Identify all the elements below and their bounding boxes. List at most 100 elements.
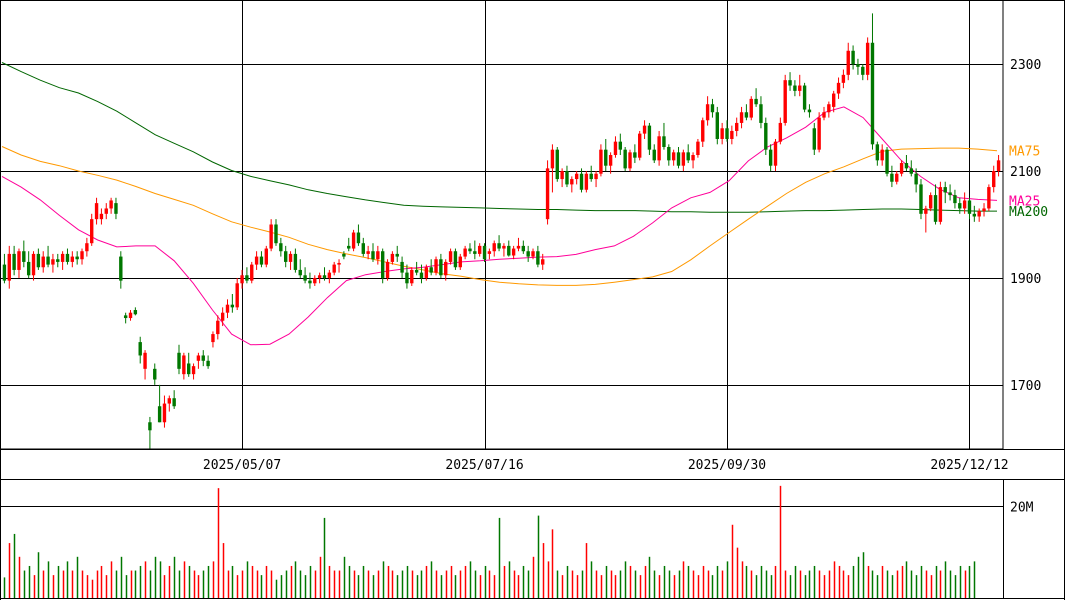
candle-body xyxy=(521,245,526,252)
candle-body xyxy=(895,173,899,182)
candle xyxy=(424,264,429,281)
candle-body xyxy=(841,74,846,83)
candle xyxy=(536,245,540,268)
candle xyxy=(366,245,370,260)
candle-body xyxy=(410,269,414,284)
candle-body xyxy=(798,85,802,91)
candle xyxy=(269,219,273,252)
candle xyxy=(880,144,884,166)
candle-body xyxy=(579,173,584,190)
candle-body xyxy=(967,200,972,214)
moving-average-lines xyxy=(1,62,998,346)
candle xyxy=(361,237,365,257)
price-tick-label: 1700 xyxy=(1010,379,1041,394)
candle-body xyxy=(919,184,923,214)
candle-body xyxy=(245,275,249,281)
candle-body xyxy=(875,144,880,161)
candle-body xyxy=(390,253,395,262)
candle-body xyxy=(812,128,816,150)
candle-body xyxy=(254,256,259,265)
candle xyxy=(696,138,700,158)
candle xyxy=(783,74,787,126)
candle xyxy=(104,203,108,220)
candle xyxy=(565,165,569,188)
candle-body xyxy=(633,152,637,158)
candle-body xyxy=(22,251,26,262)
candle xyxy=(938,181,943,225)
candle xyxy=(720,122,724,145)
candle xyxy=(90,213,94,246)
candle xyxy=(768,144,773,172)
candle xyxy=(589,165,593,182)
candle-body xyxy=(303,275,307,281)
candle xyxy=(788,72,792,91)
ma75-line xyxy=(1,146,998,286)
candle xyxy=(337,259,341,273)
candle xyxy=(541,253,545,270)
candle-body xyxy=(162,403,167,423)
candle-body xyxy=(128,312,133,319)
candle-body xyxy=(46,256,50,265)
candle-body xyxy=(992,171,996,188)
candle xyxy=(230,293,235,313)
candle xyxy=(827,101,831,118)
candle xyxy=(60,251,65,270)
candle-body xyxy=(26,261,31,276)
candle xyxy=(749,96,753,121)
candle-body xyxy=(201,355,205,361)
candle xyxy=(953,189,957,209)
candle xyxy=(778,117,783,145)
candle xyxy=(332,261,336,276)
legend-ma75: MA75 xyxy=(1009,145,1040,160)
candle-body xyxy=(41,256,45,268)
candle-body xyxy=(70,256,75,262)
candle-body xyxy=(90,219,94,244)
candle-body xyxy=(7,253,11,281)
ma25-line xyxy=(1,106,998,346)
candle-body xyxy=(996,160,1001,172)
candle-body xyxy=(599,149,603,174)
candle-body xyxy=(492,243,496,252)
candle-body xyxy=(865,42,870,75)
candle-body xyxy=(856,64,860,67)
candle xyxy=(686,144,690,164)
candle-body xyxy=(647,125,652,150)
candle-body xyxy=(216,320,220,335)
candle-body xyxy=(17,251,21,270)
candle xyxy=(220,307,225,327)
candle-body xyxy=(802,85,807,110)
candle-body xyxy=(351,232,356,249)
candle xyxy=(448,248,453,265)
candle-body xyxy=(560,171,564,180)
candle xyxy=(511,245,516,260)
candle-body xyxy=(972,213,977,217)
candle-body xyxy=(327,272,332,278)
candle-body xyxy=(94,203,99,220)
candle xyxy=(982,203,986,217)
candle-body xyxy=(143,352,147,369)
candle-body xyxy=(696,141,700,156)
candle xyxy=(492,240,496,257)
candle-body xyxy=(846,50,850,75)
candle-body xyxy=(235,283,239,308)
candle xyxy=(861,64,865,81)
price-axis-ticks: 2300 2100 1900 1700 xyxy=(1010,58,1041,394)
candle-body xyxy=(735,122,739,131)
candle-body xyxy=(962,200,967,209)
candle-body xyxy=(123,315,128,319)
candle xyxy=(187,352,191,377)
candle-body xyxy=(948,192,952,196)
candle-body xyxy=(250,264,254,281)
candle-body xyxy=(337,262,341,265)
candle xyxy=(642,120,647,139)
candle xyxy=(317,272,322,284)
candle xyxy=(618,133,623,156)
candle-body xyxy=(477,245,482,254)
candle-body xyxy=(885,149,889,174)
date-axis-ticks: 2025/05/07 2025/07/16 2025/09/30 2025/12/12 xyxy=(203,458,1009,473)
candle xyxy=(371,243,375,262)
volume-panel: 20M xyxy=(0,485,1034,598)
candle xyxy=(928,192,933,212)
candle xyxy=(715,106,720,145)
candle xyxy=(114,197,118,220)
